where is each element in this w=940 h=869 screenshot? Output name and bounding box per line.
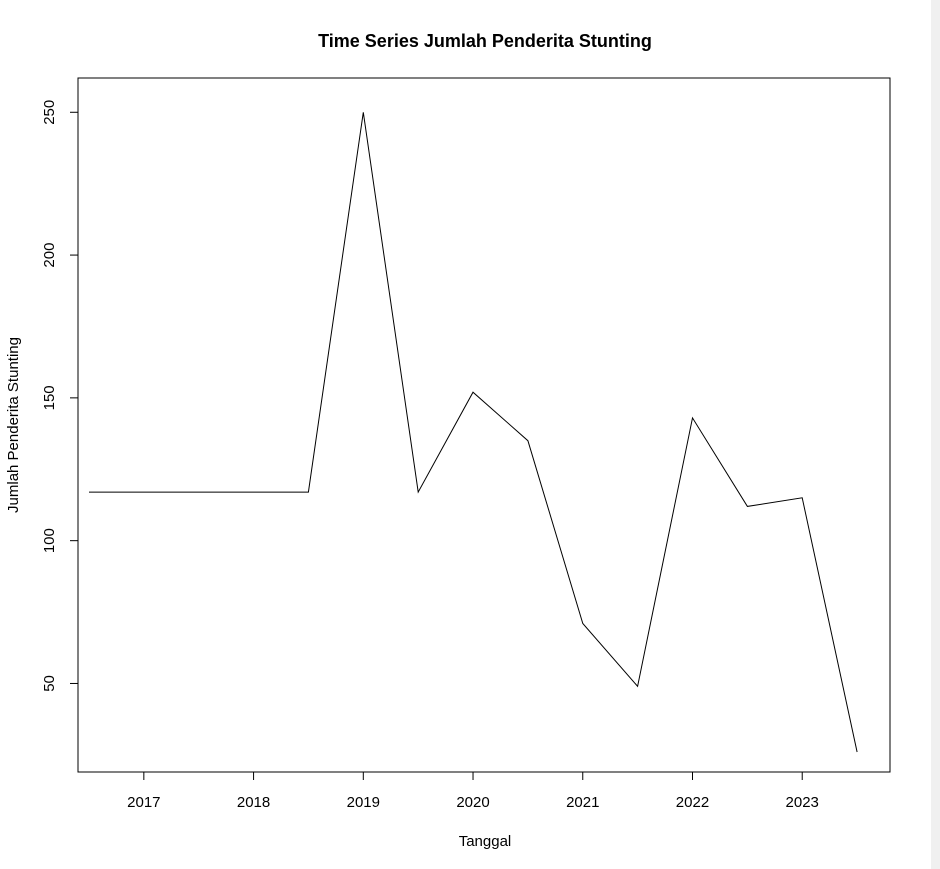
y-tick-label: 250 [41, 100, 58, 125]
plot-frame [77, 77, 891, 773]
x-tick-label: 2023 [786, 794, 819, 811]
x-tick-label: 2018 [237, 794, 270, 811]
x-tick-label: 2017 [127, 794, 160, 811]
y-tick-label: 150 [41, 385, 58, 410]
y-tick-label: 200 [41, 243, 58, 268]
y-tick-label: 50 [41, 675, 58, 692]
y-axis: 50 100 150 200 250 [41, 100, 78, 692]
y-axis-label: Jumlah Penderita Stunting [5, 337, 22, 513]
scrollbar-track[interactable] [931, 0, 940, 869]
chart-title: Time Series Jumlah Penderita Stunting [318, 31, 652, 51]
y-tick-label: 100 [41, 528, 58, 553]
series-layer [89, 112, 858, 753]
x-tick-label: 2019 [347, 794, 380, 811]
series-line [89, 112, 858, 753]
x-axis-label: Tanggal [459, 833, 512, 850]
x-tick-label: 2021 [566, 794, 599, 811]
x-tick-label: 2020 [456, 794, 489, 811]
x-tick-label: 2022 [676, 794, 709, 811]
x-axis: 2017 2018 2019 2020 2021 2022 2023 [127, 772, 819, 811]
